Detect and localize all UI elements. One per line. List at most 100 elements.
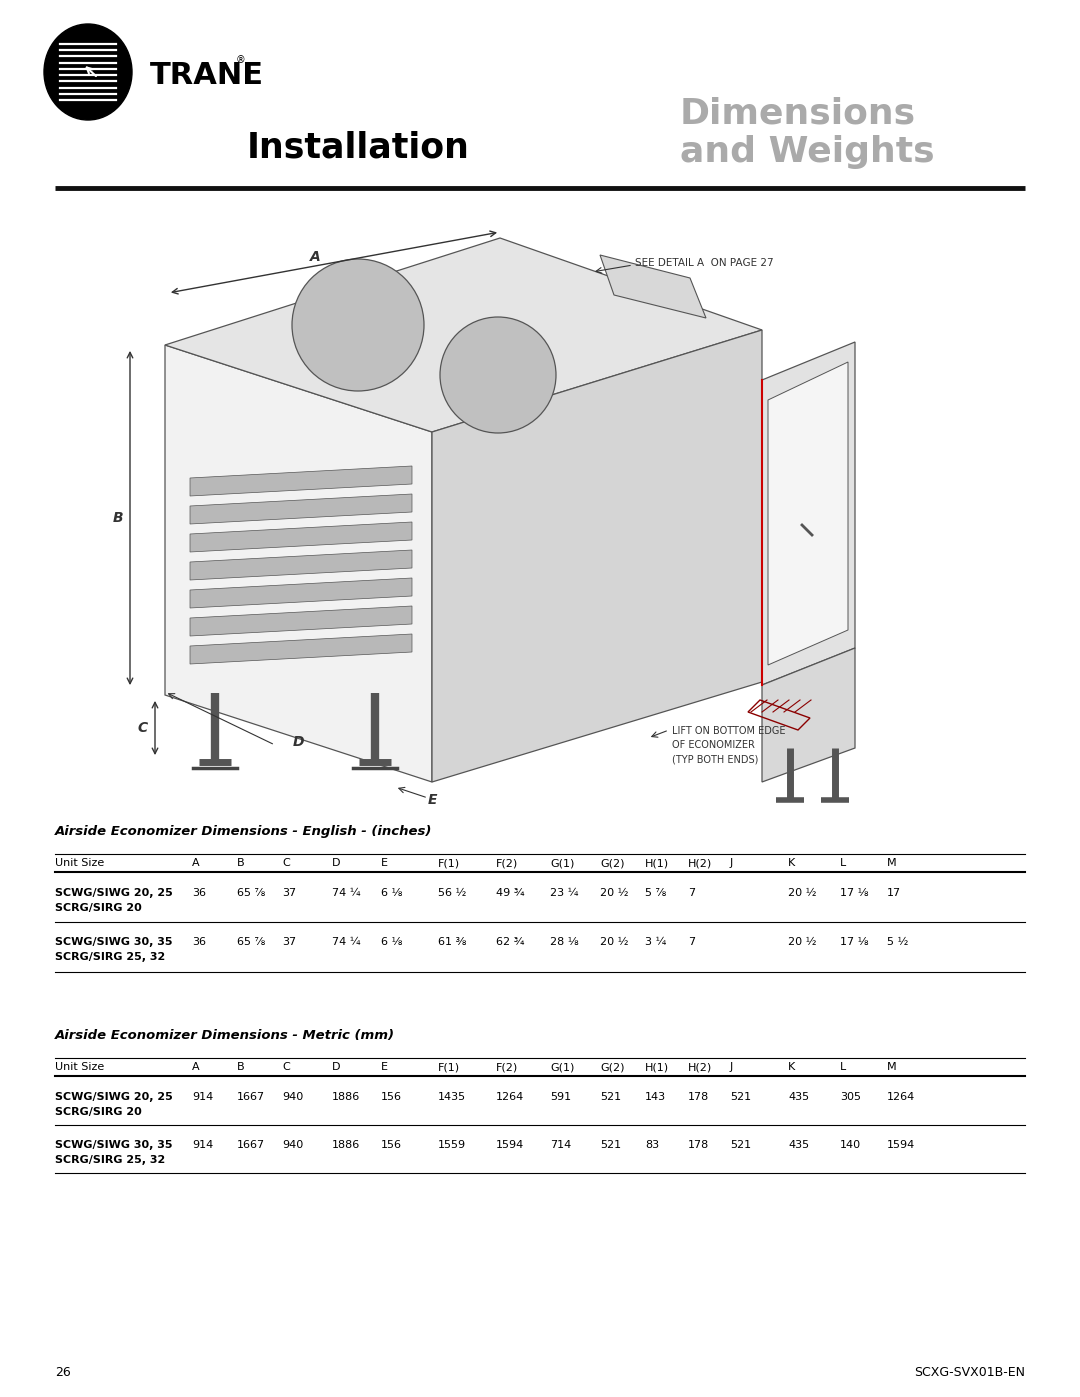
Text: SCWG/SIWG 30, 35: SCWG/SIWG 30, 35: [55, 1140, 173, 1150]
Text: E: E: [428, 793, 436, 807]
Text: 178: 178: [688, 1140, 710, 1150]
Text: SCXG-SVX01B-EN: SCXG-SVX01B-EN: [914, 1365, 1025, 1379]
Text: F(1): F(1): [438, 1062, 460, 1071]
Text: 521: 521: [730, 1140, 751, 1150]
Text: 7: 7: [688, 888, 696, 898]
Text: B: B: [112, 511, 123, 525]
Text: F(2): F(2): [496, 858, 518, 868]
Text: Unit Size: Unit Size: [55, 1062, 105, 1071]
Text: A: A: [192, 858, 200, 868]
Polygon shape: [600, 256, 706, 319]
Text: SEE DETAIL A  ON PAGE 27: SEE DETAIL A ON PAGE 27: [635, 258, 773, 268]
Text: C: C: [282, 1062, 289, 1071]
Polygon shape: [190, 578, 411, 608]
Text: 591: 591: [550, 1092, 571, 1102]
Text: D: D: [332, 858, 340, 868]
Text: 28 ⅛: 28 ⅛: [550, 937, 579, 947]
Text: 26: 26: [55, 1365, 71, 1379]
Text: H(2): H(2): [688, 1062, 712, 1071]
Text: 65 ⅞: 65 ⅞: [237, 888, 266, 898]
Text: 1667: 1667: [237, 1140, 265, 1150]
Text: 914: 914: [192, 1092, 213, 1102]
Text: 156: 156: [381, 1092, 402, 1102]
Text: 5 ½: 5 ½: [887, 937, 908, 947]
Text: H(1): H(1): [645, 858, 670, 868]
Text: 521: 521: [730, 1092, 751, 1102]
Text: 36: 36: [192, 937, 206, 947]
Text: 5 ⅞: 5 ⅞: [645, 888, 666, 898]
Text: 62 ¾: 62 ¾: [496, 937, 525, 947]
Polygon shape: [190, 550, 411, 580]
Text: Airside Economizer Dimensions - Metric (mm): Airside Economizer Dimensions - Metric (…: [55, 1030, 395, 1042]
Polygon shape: [165, 345, 432, 782]
Text: 49 ¾: 49 ¾: [496, 888, 525, 898]
Text: K: K: [788, 858, 795, 868]
Text: LIFT ON BOTTOM EDGE
OF ECONOMIZER
(TYP BOTH ENDS): LIFT ON BOTTOM EDGE OF ECONOMIZER (TYP B…: [672, 726, 785, 764]
Polygon shape: [190, 606, 411, 636]
Text: 1594: 1594: [887, 1140, 915, 1150]
Text: C: C: [282, 858, 289, 868]
Text: 1559: 1559: [438, 1140, 467, 1150]
Text: A: A: [310, 250, 321, 264]
Text: TRANE: TRANE: [150, 60, 264, 89]
Text: 1886: 1886: [332, 1140, 361, 1150]
Text: A: A: [192, 1062, 200, 1071]
Text: 20 ½: 20 ½: [788, 937, 816, 947]
Text: Dimensions
and Weights: Dimensions and Weights: [680, 96, 934, 169]
Text: 305: 305: [840, 1092, 861, 1102]
Text: 61 ⅜: 61 ⅜: [438, 937, 467, 947]
Text: M: M: [887, 858, 896, 868]
Text: D: D: [332, 1062, 340, 1071]
Text: 940: 940: [282, 1092, 303, 1102]
Text: F(2): F(2): [496, 1062, 518, 1071]
Text: H(2): H(2): [688, 858, 712, 868]
Text: SCWG/SIWG 20, 25: SCWG/SIWG 20, 25: [55, 888, 173, 898]
Polygon shape: [190, 522, 411, 552]
Polygon shape: [190, 634, 411, 664]
Polygon shape: [432, 330, 762, 782]
Text: 521: 521: [600, 1140, 621, 1150]
Text: E: E: [381, 858, 388, 868]
Text: 435: 435: [788, 1140, 809, 1150]
Polygon shape: [165, 237, 762, 432]
Polygon shape: [190, 495, 411, 524]
Text: L: L: [840, 1062, 847, 1071]
Text: 17 ⅛: 17 ⅛: [840, 888, 868, 898]
Text: SCRG/SIRG 20: SCRG/SIRG 20: [55, 902, 141, 914]
Text: 17: 17: [887, 888, 901, 898]
Text: 914: 914: [192, 1140, 213, 1150]
Text: G(1): G(1): [550, 858, 575, 868]
Text: 65 ⅞: 65 ⅞: [237, 937, 266, 947]
Text: 521: 521: [600, 1092, 621, 1102]
Text: C: C: [138, 721, 148, 735]
Text: D: D: [293, 735, 303, 749]
Text: 1667: 1667: [237, 1092, 265, 1102]
Ellipse shape: [44, 24, 132, 120]
Text: 36: 36: [192, 888, 206, 898]
Text: SCWG/SIWG 20, 25: SCWG/SIWG 20, 25: [55, 1092, 173, 1102]
Text: 156: 156: [381, 1140, 402, 1150]
Text: 20 ½: 20 ½: [600, 937, 629, 947]
Text: F(1): F(1): [438, 858, 460, 868]
Text: G(2): G(2): [600, 858, 624, 868]
Text: K: K: [788, 1062, 795, 1071]
Text: 1594: 1594: [496, 1140, 524, 1150]
Text: B: B: [237, 1062, 245, 1071]
Text: 23 ¼: 23 ¼: [550, 888, 579, 898]
Text: 1886: 1886: [332, 1092, 361, 1102]
Text: 1264: 1264: [887, 1092, 915, 1102]
Text: G(2): G(2): [600, 1062, 624, 1071]
Text: SCRG/SIRG 20: SCRG/SIRG 20: [55, 1106, 141, 1118]
Text: 20 ½: 20 ½: [600, 888, 629, 898]
Text: 940: 940: [282, 1140, 303, 1150]
Text: 7: 7: [688, 937, 696, 947]
Circle shape: [292, 258, 424, 391]
Text: 6 ⅛: 6 ⅛: [381, 888, 403, 898]
Text: 17 ⅛: 17 ⅛: [840, 937, 868, 947]
Text: 1264: 1264: [496, 1092, 524, 1102]
Text: Unit Size: Unit Size: [55, 858, 105, 868]
Text: 1435: 1435: [438, 1092, 467, 1102]
Text: 37: 37: [282, 937, 296, 947]
Circle shape: [440, 317, 556, 433]
Text: ®: ®: [237, 54, 246, 66]
